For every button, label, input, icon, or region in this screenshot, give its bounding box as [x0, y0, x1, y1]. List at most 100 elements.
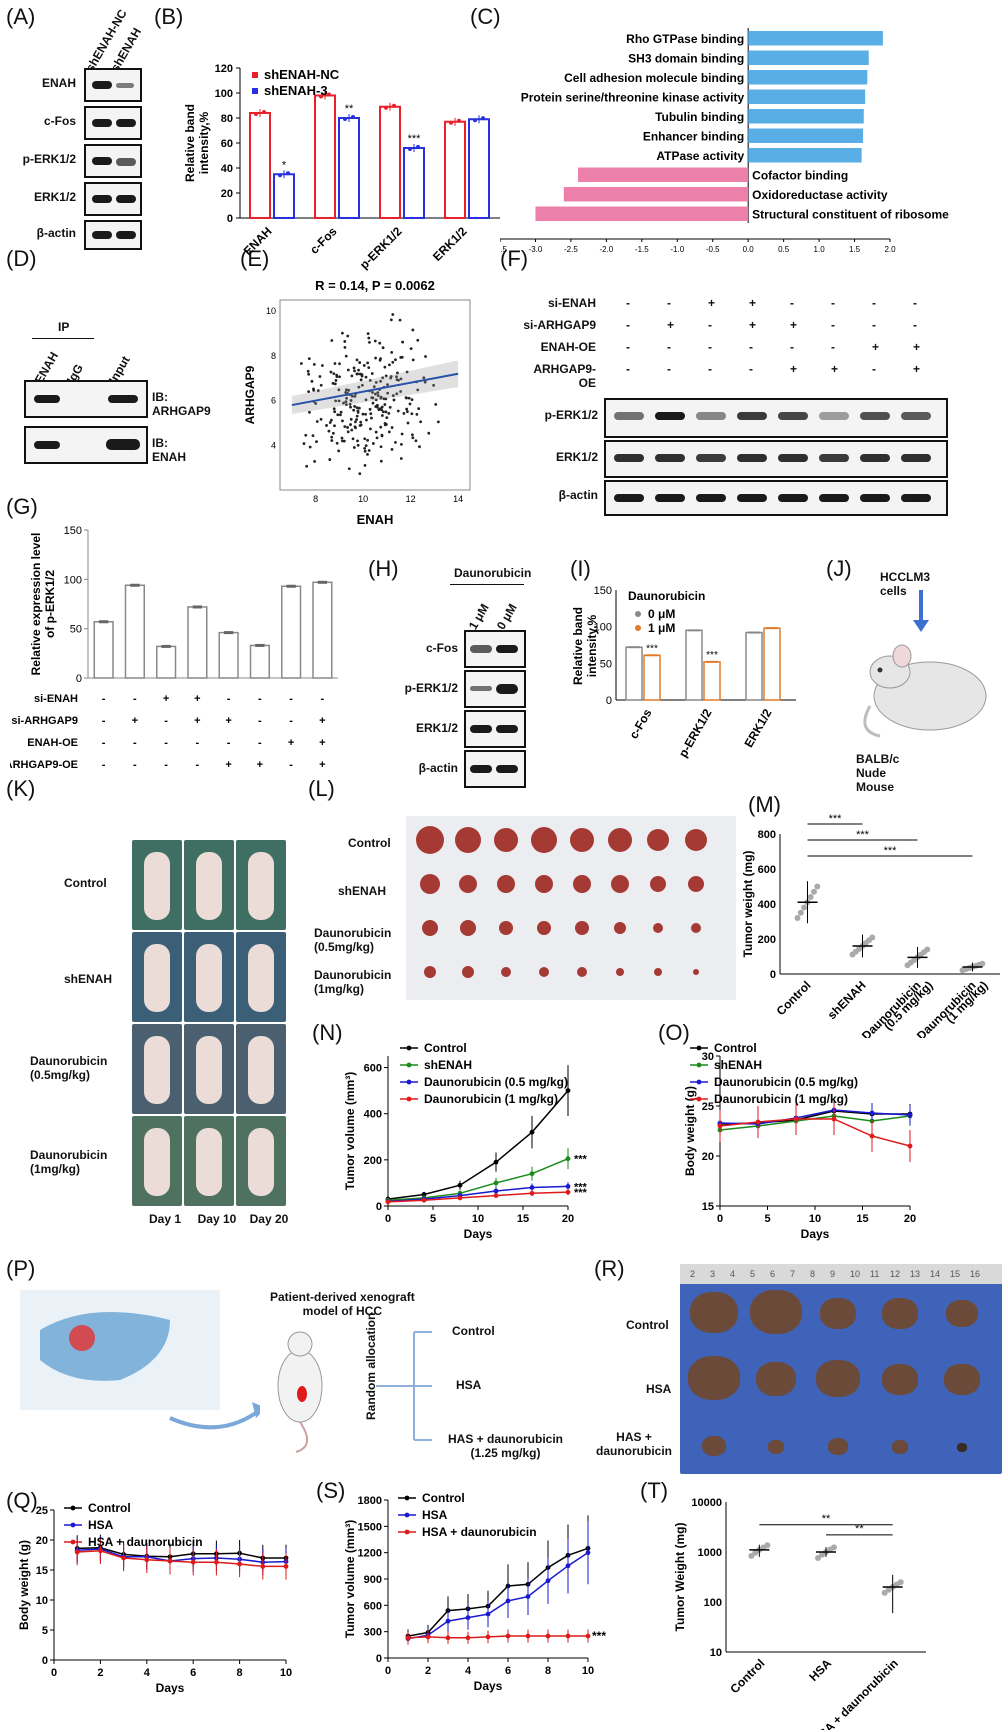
data-point [924, 946, 931, 953]
legend-marker [252, 88, 258, 94]
l-row-shenah: shENAH [338, 884, 387, 898]
data-point [364, 444, 368, 448]
y-tick-label: 150 [64, 525, 82, 537]
data-point [358, 361, 362, 364]
significance-star: ** [345, 103, 354, 115]
x-tick-label: p-ERK1/2 [676, 706, 715, 759]
allocation-tree [376, 1331, 432, 1441]
x-tick-label: -2.0 [599, 245, 613, 254]
y-tick-label: 900 [364, 1574, 382, 1586]
y-tick-label: 60 [221, 138, 233, 150]
ruler-tick-label: 16 [970, 1269, 981, 1279]
data-point [319, 417, 323, 421]
data-point [449, 120, 453, 125]
sign: + [225, 759, 231, 771]
x-tick-label: 10 [280, 1667, 292, 1679]
significance-star: *** [706, 650, 718, 661]
f-sign: + [913, 362, 921, 376]
data-point [334, 399, 338, 403]
significance-star: *** [592, 1629, 606, 1643]
data-point [329, 418, 333, 422]
data-point [385, 416, 389, 420]
data-point [525, 1633, 531, 1639]
data-point [286, 171, 290, 176]
band [614, 494, 644, 502]
data-point [371, 401, 375, 405]
significance-star: *** [829, 813, 843, 825]
data-point [421, 1197, 427, 1203]
x-tick-label: -3.5 [500, 245, 507, 254]
x-tick-label: 4 [465, 1665, 472, 1677]
data-point [348, 402, 352, 406]
data-point [353, 405, 356, 408]
y-tick-label: 120 [215, 63, 233, 75]
data-point [357, 368, 360, 372]
data-point [380, 414, 384, 417]
y-axis-label: Tumor Weight (mg) [673, 1523, 687, 1632]
ruler-tick-label: 15 [950, 1269, 961, 1279]
sign: - [227, 737, 231, 749]
y-axis-label: Relative band [571, 607, 585, 685]
chart-c: Rho GTPase binding SH3 domain binding Cell… [500, 28, 949, 254]
mouse-photo [132, 840, 182, 930]
data-point [979, 960, 986, 967]
data-point [331, 431, 335, 435]
f-row-label-erk: ERK1/2 [555, 450, 598, 464]
data-point [314, 402, 318, 405]
h-treatment-label: Daunorubicin [454, 566, 532, 580]
category-label: ATPase activity [656, 149, 744, 163]
data-point [717, 1123, 723, 1129]
x-tick-label: 20 [562, 1213, 574, 1225]
data-point [365, 418, 368, 422]
data-point [395, 375, 398, 379]
sign: + [319, 759, 325, 771]
blot-strip-h-erk [464, 710, 526, 748]
legend-label: HSA + daunorubicin [422, 1525, 537, 1539]
sign: - [258, 737, 262, 749]
data-point [307, 390, 311, 394]
condition-label: ARHGAP9-OE [10, 759, 78, 771]
data-point [361, 412, 365, 416]
h-lane-1um: 1 μM [465, 601, 492, 632]
band [860, 454, 890, 462]
data-point [344, 403, 348, 407]
y-tick-label: 150 [594, 585, 612, 597]
x-tick-label: 15 [856, 1213, 868, 1225]
sign: - [258, 693, 262, 705]
y-tick-label: 40 [221, 163, 233, 175]
y-tick-label: 10 [36, 1595, 48, 1607]
data-point [407, 396, 411, 400]
f-sign: - [626, 318, 630, 332]
bar [93, 621, 114, 679]
data-point [398, 318, 402, 322]
data-point [545, 1633, 551, 1639]
data-point [367, 336, 371, 340]
band [655, 454, 685, 462]
r-tumor-photo: 2 3 4 5 6 7 8 9 10 11 12 13 14 15 16 [680, 1264, 1002, 1474]
y-tick-label: 25 [36, 1505, 48, 1517]
tumor [608, 828, 632, 852]
x-tick-label: 1.0 [814, 245, 826, 254]
y-axis-label: Relative expression level [29, 533, 43, 676]
legend-label: Control [424, 1041, 467, 1055]
h-row-label-beta-actin: β-actin [418, 761, 458, 775]
significance-star: ** [855, 1523, 864, 1535]
y-tick-label: 20 [221, 188, 233, 200]
x-tick-label: shENAH [825, 978, 869, 1022]
data-point [390, 426, 394, 429]
data-point [411, 358, 415, 362]
f-condition-label: si-ARHGAP9 [523, 318, 596, 332]
data-point [376, 394, 380, 397]
panel-label-e: (E) [240, 246, 270, 271]
tumor [611, 875, 629, 893]
data-point [445, 1618, 451, 1624]
tumor [462, 966, 474, 978]
bar [685, 629, 703, 701]
bar [535, 206, 749, 221]
h-row-label-c-fos: c-Fos [425, 641, 458, 655]
ruler-tick-label: 13 [910, 1269, 921, 1279]
mouse-photo [236, 1116, 286, 1206]
f-sign: - [913, 296, 917, 310]
ruler-tick-label: 8 [810, 1269, 816, 1279]
data-point [374, 430, 378, 434]
